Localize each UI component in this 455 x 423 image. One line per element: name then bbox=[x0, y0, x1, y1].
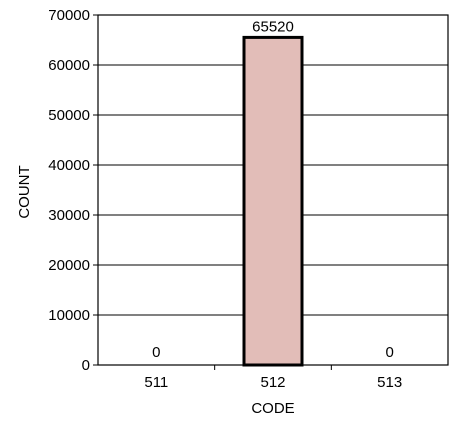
x-axis: 511 512 513 bbox=[144, 365, 402, 391]
data-label-511: 0 bbox=[152, 344, 160, 361]
y-tick-label: 0 bbox=[82, 357, 90, 374]
y-tick-label: 10000 bbox=[48, 307, 90, 324]
data-labels: 0 65520 0 bbox=[152, 18, 394, 361]
bar-512 bbox=[242, 35, 304, 367]
y-tick-label: 60000 bbox=[48, 57, 90, 74]
y-axis-title: COUNT bbox=[16, 165, 33, 218]
y-tick-label: 50000 bbox=[48, 107, 90, 124]
y-tick-label: 40000 bbox=[48, 157, 90, 174]
bars bbox=[242, 35, 304, 367]
data-label-513: 0 bbox=[385, 344, 393, 361]
x-tick-label-513: 513 bbox=[377, 374, 402, 391]
plot-frame bbox=[97, 14, 449, 366]
y-tick-label: 70000 bbox=[48, 7, 90, 24]
y-tick-label: 20000 bbox=[48, 257, 90, 274]
x-axis-title: CODE bbox=[251, 400, 294, 417]
data-label-512: 65520 bbox=[252, 18, 294, 35]
y-tick-label: 30000 bbox=[48, 207, 90, 224]
y-axis: 0 10000 20000 30000 40000 50000 60000 70000 bbox=[48, 7, 98, 374]
x-tick-label-512: 512 bbox=[260, 374, 285, 391]
x-tick-label-511: 511 bbox=[144, 374, 168, 391]
